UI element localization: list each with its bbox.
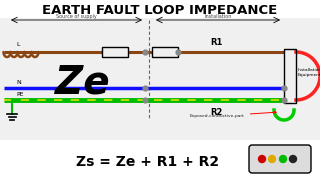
Bar — [0, 18, 320, 140]
Bar — [102, 47, 128, 57]
Bar — [152, 47, 178, 57]
FancyBboxPatch shape — [249, 145, 311, 173]
Circle shape — [279, 156, 286, 163]
Text: Source of supply: Source of supply — [56, 14, 96, 19]
Circle shape — [268, 156, 276, 163]
Text: Installation
Equipment: Installation Equipment — [298, 68, 320, 77]
Text: PE: PE — [16, 92, 23, 97]
Text: L: L — [16, 42, 20, 47]
Text: R1: R1 — [210, 38, 222, 47]
Text: Installation: Installation — [204, 14, 232, 19]
Text: Zs = Ze + R1 + R2: Zs = Ze + R1 + R2 — [76, 155, 220, 169]
Circle shape — [259, 156, 266, 163]
Text: N: N — [16, 80, 21, 85]
Text: R2: R2 — [210, 108, 222, 117]
Text: Ze: Ze — [55, 63, 109, 101]
Bar — [284, 49, 296, 103]
Text: Exposed-conductive-part: Exposed-conductive-part — [190, 111, 276, 118]
Text: EARTH FAULT LOOP IMPEDANCE: EARTH FAULT LOOP IMPEDANCE — [42, 3, 278, 17]
Circle shape — [290, 156, 297, 163]
